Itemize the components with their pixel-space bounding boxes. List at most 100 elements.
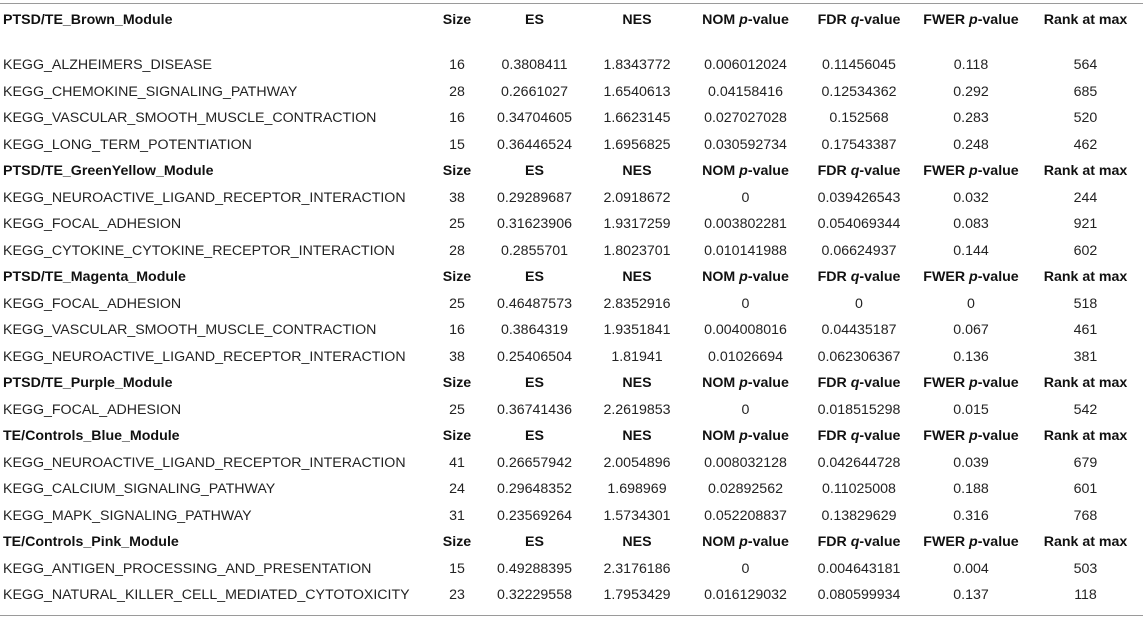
module-header-row: PTSD/TE_Purple_Module Size ES NES NOM p-valu…	[0, 370, 1143, 397]
header-fdr-q-value-text: q	[850, 375, 860, 392]
nom-p-value-cell: 0.016129032	[704, 587, 787, 604]
table-row: KEGG_LONG_TERM_POTENTIATION 15 0.36446524 1…	[0, 132, 1143, 159]
header-fdr-q-value: FDR q-value	[804, 423, 914, 450]
header-fwer-p-value-text: p	[969, 163, 978, 180]
rank-at-max-cell: 503	[1073, 560, 1098, 577]
nes-cell: 2.2619853	[603, 401, 671, 418]
header-fwer-p-value-text: p	[969, 534, 978, 551]
fdr-q-value-cell: 0.018515298	[817, 401, 901, 418]
header-nom-p-value-text: NOM	[702, 12, 740, 28]
rank-at-max-cell: 542	[1073, 401, 1098, 418]
es-cell: 0.2855701	[500, 242, 569, 259]
header-nom-p-value-text: -value	[747, 12, 789, 28]
header-nes: NES	[587, 529, 687, 556]
header-fwer-p-value-text: -value	[977, 534, 1019, 551]
header-nom-p-value: NOM p-value	[687, 6, 804, 34]
header-size-text: Size	[442, 269, 472, 286]
header-fdr-q-value-text: q	[850, 534, 860, 551]
fdr-q-value-cell: 0.004643181	[817, 560, 901, 577]
header-nom-p-value: NOM p-value	[687, 158, 804, 185]
rank-at-max-cell: 244	[1073, 189, 1098, 206]
rank-at-max-cell: 679	[1073, 454, 1098, 471]
nes-cell: 1.6623145	[603, 110, 671, 127]
nes-cell: 1.5734301	[603, 507, 671, 524]
rank-at-max-cell: 118	[1074, 587, 1097, 604]
fwer-p-value-cell: 0.067	[953, 322, 989, 339]
nes-cell: 1.698969	[607, 481, 667, 498]
table-row: KEGG_ANTIGEN_PROCESSING_AND_PRESENTATION…	[0, 556, 1143, 583]
size-cell: 16	[449, 57, 465, 74]
es-cell: 0.32229558	[497, 587, 572, 604]
nom-p-value-cell: 0	[741, 295, 750, 312]
header-fdr-q-value: FDR q-value	[804, 370, 914, 397]
rank-at-max-cell: 461	[1073, 322, 1098, 339]
module-name: PTSD/TE_GreenYellow_Module	[0, 158, 432, 185]
gsea-results-table: PTSD/TE_Brown_Module Size ES NES NOM p-value…	[0, 6, 1143, 609]
table-row: KEGG_MAPK_SIGNALING_PATHWAY 31 0.23569264 1…	[0, 503, 1143, 530]
pathway-name: KEGG_NEUROACTIVE_LIGAND_RECEPTOR_INTERAC…	[3, 454, 406, 471]
module-name: PTSD/TE_Brown_Module	[0, 6, 432, 34]
pathway-name: KEGG_CHEMOKINE_SIGNALING_PATHWAY	[3, 83, 298, 100]
fdr-q-value-cell: 0	[855, 295, 863, 312]
es-cell: 0.25406504	[497, 348, 572, 365]
nom-p-value-cell: 0.003802281	[704, 216, 787, 233]
es-cell: 0.31623906	[497, 216, 572, 233]
table-row: KEGG_VASCULAR_SMOOTH_MUSCLE_CONTRACTION 1…	[0, 317, 1143, 344]
rank-at-max-cell: 602	[1073, 242, 1098, 259]
header-fdr-q-value-text: q	[850, 12, 860, 28]
es-cell: 0.29289687	[497, 189, 572, 206]
fwer-p-value-cell: 0	[967, 295, 975, 312]
nes-cell: 1.81941	[611, 348, 663, 365]
header-fwer-p-value-text: p	[969, 375, 978, 392]
module-name-text: TE/Controls_Pink_Module	[3, 534, 179, 551]
header-size-text: Size	[442, 428, 472, 445]
header-fdr-q-value: FDR q-value	[804, 529, 914, 556]
module-name-text: PTSD/TE_Purple_Module	[3, 375, 173, 392]
header-nes-text: NES	[622, 269, 652, 286]
header-size-text: Size	[442, 163, 472, 180]
rank-at-max-cell: 518	[1073, 295, 1098, 312]
header-fdr-q-value-text: q	[850, 269, 860, 286]
header-fdr-q-value-text: FDR	[817, 163, 851, 180]
header-rank-at-max: Rank at max	[1028, 158, 1143, 185]
header-rank-at-max: Rank at max	[1028, 423, 1143, 450]
size-cell: 16	[449, 322, 465, 339]
table-row: KEGG_FOCAL_ADHESION 25 0.46487573 2.8352916…	[0, 291, 1143, 318]
fdr-q-value-cell: 0.17543387	[821, 136, 897, 153]
es-cell: 0.36741436	[497, 401, 572, 418]
header-nom-p-value-text: -value	[747, 375, 789, 392]
header-size-text: Size	[442, 12, 472, 28]
es-cell: 0.46487573	[497, 295, 572, 312]
header-fdr-q-value-text: -value	[859, 163, 901, 180]
fwer-p-value-cell: 0.004	[953, 560, 989, 577]
size-cell: 15	[449, 560, 465, 577]
header-fwer-p-value-text: p	[969, 12, 978, 28]
fdr-q-value-cell: 0.12534362	[821, 83, 897, 100]
header-nom-p-value-text: p	[739, 12, 748, 28]
header-fwer-p-value-text: -value	[977, 428, 1019, 445]
pathway-name: KEGG_MAPK_SIGNALING_PATHWAY	[3, 507, 252, 524]
nes-cell: 2.3176186	[603, 560, 671, 577]
nom-p-value-cell: 0	[741, 401, 750, 418]
header-es-text: ES	[525, 534, 544, 551]
header-fwer-p-value: FWER p-value	[914, 529, 1028, 556]
header-es: ES	[482, 370, 587, 397]
header-fdr-q-value: FDR q-value	[804, 6, 914, 34]
table-row: KEGG_ALZHEIMERS_DISEASE 16 0.3808411 1.8343…	[0, 52, 1143, 79]
header-es: ES	[482, 529, 587, 556]
size-cell: 28	[449, 83, 465, 100]
header-rank-at-max-text: Rank at max	[1043, 375, 1128, 392]
size-cell: 25	[449, 295, 465, 312]
header-es: ES	[482, 264, 587, 291]
header-es-text: ES	[525, 163, 544, 180]
module-header-row: PTSD/TE_Magenta_Module Size ES NES NOM p-val…	[0, 264, 1143, 291]
fwer-p-value-cell: 0.083	[953, 216, 989, 233]
size-cell: 15	[449, 136, 465, 153]
header-nom-p-value-text: NOM	[702, 428, 740, 445]
fdr-q-value-cell: 0.06624937	[821, 242, 897, 259]
header-fwer-p-value: FWER p-value	[914, 158, 1028, 185]
table-row: KEGG_CYTOKINE_CYTOKINE_RECEPTOR_INTERACT…	[0, 238, 1143, 265]
header-nom-p-value-text: -value	[747, 534, 789, 551]
header-es: ES	[482, 158, 587, 185]
